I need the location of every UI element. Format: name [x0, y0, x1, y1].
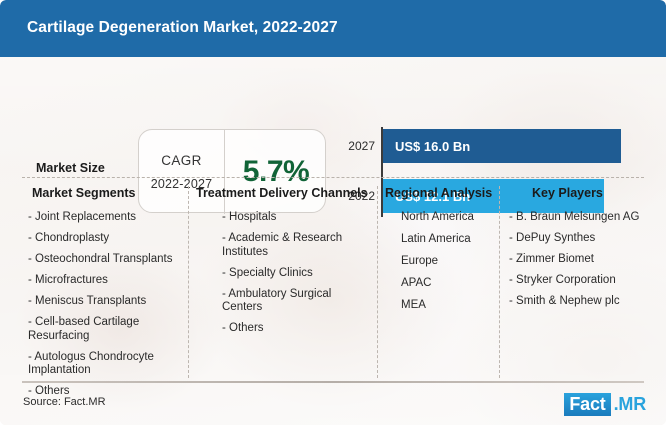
- footer-divider: [22, 381, 644, 383]
- list-item: - Smith & Nephew plc: [509, 295, 620, 307]
- list-item: - B. Braun Melsungen AG: [509, 211, 640, 223]
- logo-secondary-text: .MR: [613, 394, 647, 414]
- market-size-section: Market Size CAGR 2022-2027 5.7% 2027 US$…: [0, 57, 666, 217]
- bar-row: 2027 US$ 16.0 Bn: [340, 129, 640, 163]
- column-title: Market Segments: [32, 186, 136, 200]
- column-regional-analysis: Regional Analysis North America Latin Am…: [379, 186, 497, 380]
- list-item: - Meniscus Transplants: [28, 295, 147, 307]
- market-size-bar-chart: 2027 US$ 16.0 Bn 2022 US$ 12.1 Bn: [340, 125, 640, 219]
- chart-y-axis: [381, 127, 383, 217]
- vertical-dashed-divider: [188, 186, 189, 378]
- logo-primary-text: Fact: [564, 392, 611, 416]
- bar-2022: US$ 12.1 Bn: [383, 179, 604, 213]
- column-list: - Joint Replacements - Chondroplasty - O…: [22, 211, 186, 399]
- column-list: North America Latin America Europe APAC …: [379, 211, 497, 313]
- column-title: Treatment Delivery Channels: [196, 186, 368, 200]
- list-item: - Hospitals: [222, 211, 277, 223]
- bar-value-label: US$ 16.0 Bn: [395, 138, 471, 154]
- list-item: - Others: [222, 322, 264, 334]
- cagr-word-label: CAGR: [161, 153, 202, 168]
- cagr-divider: [224, 130, 225, 214]
- bar-2027: US$ 16.0 Bn: [383, 129, 621, 163]
- column-title: Key Players: [532, 186, 603, 200]
- bar-category-label: 2022: [348, 189, 375, 203]
- list-item: - Others: [28, 385, 70, 397]
- column-list: - B. Braun Melsungen AG - DePuy Synthes …: [503, 211, 648, 309]
- list-item: - Osteochondral Transplants: [28, 253, 173, 265]
- horizontal-dashed-divider: [22, 177, 644, 178]
- bar-row: 2022 US$ 12.1 Bn: [340, 179, 640, 213]
- list-item: - Stryker Corporation: [509, 274, 616, 286]
- bar-category-label: 2027: [348, 139, 375, 153]
- list-item: Latin America: [401, 233, 471, 245]
- list-item: MEA: [401, 299, 426, 311]
- column-list: - Hospitals - Academic & Research Instit…: [192, 211, 375, 336]
- detail-columns: Market Segments - Joint Replacements - C…: [0, 186, 666, 397]
- cagr-period-label: 2022-2027: [150, 177, 213, 191]
- cagr-left-panel: CAGR 2022-2027: [139, 130, 224, 214]
- market-size-label: Market Size: [36, 161, 105, 175]
- vertical-dashed-divider: [499, 186, 500, 378]
- column-market-segments: Market Segments - Joint Replacements - C…: [22, 186, 186, 397]
- list-item: - DePuy Synthes: [509, 232, 596, 244]
- list-item: Europe: [401, 255, 439, 267]
- list-item: APAC: [401, 277, 432, 289]
- cagr-box: CAGR 2022-2027 5.7%: [138, 129, 326, 214]
- list-item: - Academic & Research Institutes: [222, 232, 343, 258]
- list-item: - Chondroplasty: [28, 232, 110, 244]
- cagr-value: 5.7%: [242, 155, 310, 188]
- column-key-players: Key Players - B. Braun Melsungen AG - De…: [503, 186, 648, 380]
- header-bar: Cartilage Degeneration Market, 2022-2027: [0, 0, 666, 57]
- list-item: - Cell-based Cartilage Resurfacing: [28, 316, 140, 342]
- list-item: - Ambulatory Surgical Centers: [222, 287, 332, 314]
- list-item: - Zimmer Biomet: [509, 253, 594, 265]
- list-item: - Joint Replacements: [28, 211, 137, 223]
- list-item: North America: [401, 211, 474, 223]
- column-treatment-delivery-channels: Treatment Delivery Channels - Hospitals …: [192, 186, 375, 380]
- bar-value-label: US$ 12.1 Bn: [395, 188, 471, 204]
- list-item: - Autologus Chondrocyte Implantation: [28, 350, 154, 377]
- list-item: - Microfractures: [28, 274, 108, 286]
- column-title: Regional Analysis: [385, 186, 493, 200]
- list-item: - Specialty Clinics: [222, 266, 313, 279]
- page-title: Cartilage Degeneration Market, 2022-2027: [27, 19, 338, 36]
- source-label: Source: Fact.MR: [23, 396, 106, 408]
- vertical-dashed-divider: [377, 186, 378, 378]
- factmr-logo: Fact .MR: [564, 392, 646, 416]
